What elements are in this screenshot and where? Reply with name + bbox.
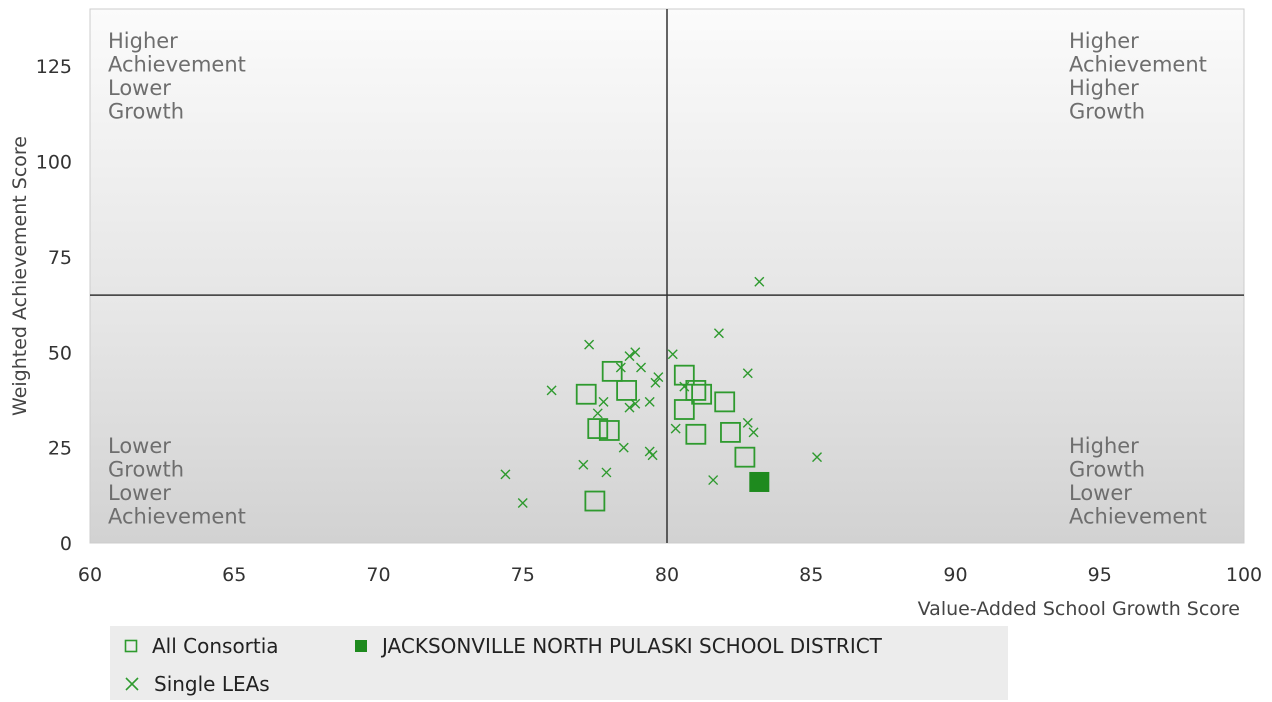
consortia-point[interactable] — [575, 383, 597, 405]
single-lea-point[interactable] — [546, 385, 557, 396]
single-lea-point[interactable] — [624, 351, 635, 362]
y-tick-label: 25 — [48, 438, 72, 460]
quadrant-label-top-right: Higher — [1069, 29, 1139, 53]
quadrant-label-bottom-right: Higher — [1069, 434, 1139, 458]
x-tick-label: 95 — [1088, 564, 1112, 586]
consortia-point[interactable] — [691, 383, 713, 405]
single-lea-point[interactable] — [592, 408, 603, 419]
y-axis-title: Weighted Achievement Score — [9, 136, 31, 416]
x-tick-label: 100 — [1226, 564, 1262, 586]
quadrant-label-bottom-left: Growth — [108, 458, 184, 482]
quadrant-label-bottom-left: Lower — [108, 481, 171, 505]
quadrant-label-bottom-right: Growth — [1069, 458, 1145, 482]
legend-label: Single LEAs — [154, 672, 270, 696]
x-tick-label: 65 — [222, 564, 246, 586]
single-lea-point[interactable] — [598, 396, 609, 407]
x-tick-label: 90 — [943, 564, 967, 586]
single-lea-point[interactable] — [667, 349, 678, 360]
quadrant-label-top-right: Growth — [1069, 100, 1145, 124]
single-lea-point[interactable] — [500, 469, 511, 480]
filled-square-icon — [355, 640, 367, 652]
quadrant-label-top-right: Achievement — [1069, 53, 1207, 77]
y-tick-label: 50 — [48, 342, 72, 364]
x-tick-label: 85 — [799, 564, 823, 586]
single-lea-point[interactable] — [618, 442, 629, 453]
x-tick-label: 80 — [655, 564, 679, 586]
consortia-point[interactable] — [673, 364, 695, 386]
x-axis-ticks: 60 65 70 75 80 85 90 95 100 — [78, 564, 1262, 586]
single-lea-point[interactable] — [647, 450, 658, 461]
x-tick-label: 60 — [78, 564, 102, 586]
quadrant-label-bottom-right: Lower — [1069, 481, 1132, 505]
single-lea-point[interactable] — [644, 396, 655, 407]
single-lea-point[interactable] — [812, 452, 823, 463]
highlight-district-point[interactable] — [749, 471, 770, 492]
legend-label: JACKSONVILLE NORTH PULASKI SCHOOL DISTRI… — [382, 634, 882, 658]
single-lea-point[interactable] — [601, 467, 612, 478]
consortia-point[interactable] — [734, 446, 756, 468]
consortia-point[interactable] — [584, 490, 606, 512]
x-tick-label: 75 — [511, 564, 535, 586]
single-lea-point[interactable] — [630, 347, 641, 358]
single-lea-point[interactable] — [742, 368, 753, 379]
single-lea-point[interactable] — [584, 339, 595, 350]
single-lea-point[interactable] — [713, 328, 724, 339]
single-lea-point[interactable] — [636, 362, 647, 373]
quadrant-label-top-left: Growth — [108, 100, 184, 124]
single-lea-point[interactable] — [578, 459, 589, 470]
quadrant-label-bottom-right: Achievement — [1069, 505, 1207, 529]
legend-item-all-consortia[interactable]: All Consortia — [124, 634, 279, 658]
quadrant-label-top-left: Lower — [108, 76, 171, 100]
single-lea-point[interactable] — [679, 381, 690, 392]
consortia-point[interactable] — [616, 380, 638, 401]
single-lea-point[interactable] — [624, 402, 635, 413]
x-marker-icon — [125, 677, 139, 691]
consortia-point[interactable] — [673, 399, 695, 420]
legend-label: All Consortia — [152, 634, 279, 658]
consortia-point[interactable] — [720, 421, 741, 443]
y-tick-label: 125 — [36, 56, 72, 78]
y-tick-label: 100 — [36, 152, 72, 174]
legend-item-jacksonville[interactable]: JACKSONVILLE NORTH PULASKI SCHOOL DISTRI… — [354, 634, 882, 658]
quadrant-labels: HigherAchievementLowerGrowthHigherAchiev… — [108, 29, 1207, 529]
consortia-point[interactable] — [685, 423, 707, 445]
y-tick-label: 75 — [48, 247, 72, 269]
quadrant-label-top-left: Achievement — [108, 53, 246, 77]
quadrant-label-bottom-left: Lower — [108, 434, 171, 458]
quadrant-label-top-right: Higher — [1069, 76, 1139, 100]
x-axis-title: Value-Added School Growth Score — [918, 598, 1240, 620]
data-points — [500, 276, 823, 512]
y-tick-label: 0 — [60, 533, 72, 555]
consortia-point[interactable] — [685, 380, 707, 401]
consortia-point[interactable] — [587, 418, 609, 439]
y-axis-ticks: 0 25 50 75 100 125 — [36, 56, 72, 555]
single-lea-point[interactable] — [754, 276, 765, 287]
legend-item-single-leas[interactable]: Single LEAs — [124, 672, 270, 696]
scatter-chart: HigherAchievementLowerGrowthHigherAchiev… — [9, 8, 1262, 620]
consortia-point[interactable] — [601, 360, 623, 382]
single-lea-point[interactable] — [742, 417, 753, 428]
consortia-point[interactable] — [714, 391, 736, 413]
open-square-icon — [124, 639, 138, 653]
single-lea-point[interactable] — [748, 427, 759, 438]
single-lea-point[interactable] — [708, 475, 719, 486]
consortia-point[interactable] — [598, 420, 620, 441]
single-lea-point[interactable] — [517, 497, 528, 508]
legend: All Consortia JACKSONVILLE NORTH PULASKI… — [110, 626, 1008, 700]
single-lea-point[interactable] — [650, 377, 661, 388]
single-lea-point[interactable] — [670, 423, 681, 434]
quadrant-label-top-left: Higher — [108, 29, 178, 53]
single-lea-point[interactable] — [653, 372, 664, 383]
quadrant-label-bottom-left: Achievement — [108, 505, 246, 529]
x-tick-label: 70 — [366, 564, 390, 586]
